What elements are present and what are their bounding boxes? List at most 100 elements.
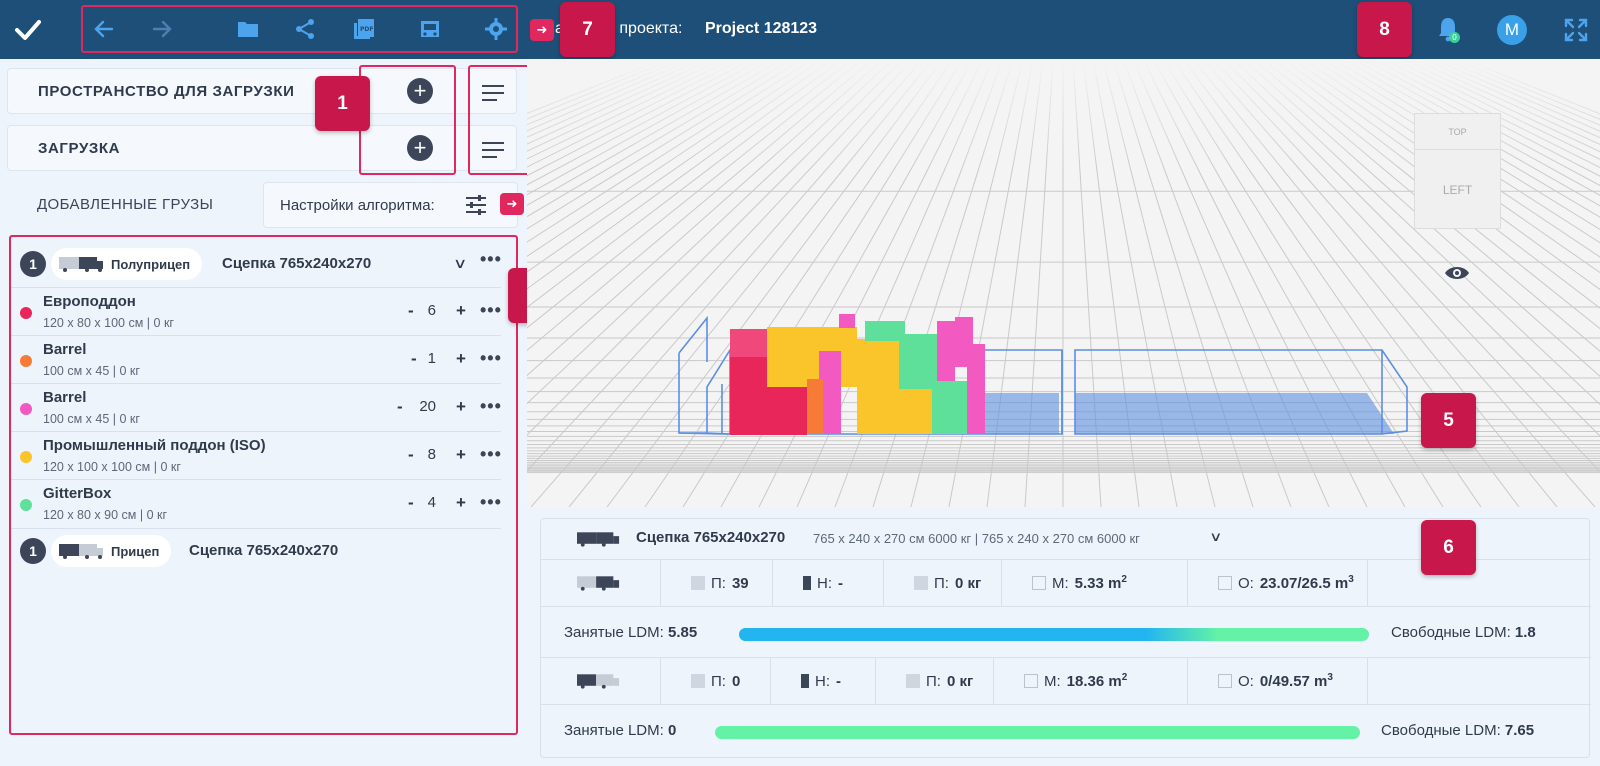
stat-stacking: Н: - <box>773 560 884 606</box>
checkmark-logo-icon[interactable] <box>14 16 42 44</box>
vehicle-count-badge: 1 <box>20 251 46 277</box>
increase-qty-button[interactable]: + <box>456 349 466 368</box>
ldm-free-label: Свободные LDM: 1.8 <box>1391 624 1536 641</box>
add-load-button[interactable]: + <box>407 135 433 161</box>
user-avatar[interactable]: M <box>1497 15 1527 45</box>
stat-stacking: Н: - <box>771 658 876 704</box>
item-qty[interactable]: 20 <box>419 398 436 415</box>
item-desc: 120 x 80 x 100 см | 0 кг <box>43 316 174 330</box>
vehicle-type-pill: Прицеп <box>51 535 172 567</box>
marker-7: 7 <box>560 2 615 57</box>
item-name: Европоддон <box>43 293 136 310</box>
stats-vehicle-dims: 765 x 240 x 270 см 6000 кг | 765 x 240 x… <box>813 531 1140 546</box>
item-name: GitterBox <box>43 485 112 502</box>
stat-weight: П: 0 кг <box>884 560 1002 606</box>
vehicle-type-label: Прицеп <box>111 543 160 559</box>
view-cube-left-face[interactable]: LEFT <box>1442 183 1473 197</box>
item-qty[interactable]: 6 <box>427 302 436 319</box>
add-buttons-highlight <box>359 65 456 175</box>
algorithm-arrow-button[interactable]: ➜ <box>500 193 524 215</box>
item-more-icon[interactable]: ••• <box>480 348 502 368</box>
trailer-truck-icon <box>59 544 103 559</box>
item-qty[interactable]: 1 <box>427 350 436 367</box>
3d-viewport[interactable] <box>527 59 1600 507</box>
top-bar: PDF ➜ азвание проекта: Project 128123 0 … <box>0 0 1600 59</box>
trailer-truck-icon <box>577 674 620 689</box>
add-loading-space-button[interactable]: + <box>407 78 433 104</box>
item-more-icon[interactable]: ••• <box>480 300 502 320</box>
item-desc: 120 x 80 x 90 см | 0 кг <box>43 508 168 522</box>
ldm-progress-bar <box>715 726 1360 739</box>
truck-rear-icon[interactable] <box>417 16 443 42</box>
decrease-qty-button[interactable]: - <box>397 397 403 416</box>
decrease-qty-button[interactable]: - <box>408 493 414 512</box>
increase-qty-button[interactable]: + <box>456 397 466 416</box>
added-cargo-list: 1 Полуприцеп Сцепка 765x240x270 ∨ ••• Ев… <box>9 235 518 735</box>
vehicle-type-label: Полуприцеп <box>111 256 191 272</box>
vehicle-more-icon[interactable]: ••• <box>480 249 502 269</box>
settings-gear-icon[interactable] <box>483 16 509 42</box>
vehicle-name: Сцепка 765x240x270 <box>222 255 372 272</box>
vehicle-type-pill: Полуприцеп <box>51 248 203 280</box>
ldm-used-label: Занятые LDM: 0 <box>564 722 677 739</box>
stack-icon <box>801 674 809 688</box>
chevron-down-icon[interactable]: ∨ <box>452 255 468 271</box>
loading-space-menu-icon[interactable] <box>482 85 504 101</box>
semitrailer-truck-icon <box>59 257 103 272</box>
decrease-qty-button[interactable]: - <box>408 445 414 464</box>
stats-header-row[interactable]: Сцепка 765x240x270 765 x 240 x 270 см 60… <box>541 519 1591 560</box>
pdf-icon[interactable]: PDF <box>351 16 377 42</box>
floor-fill <box>1075 393 1394 434</box>
item-color-dot <box>20 355 32 367</box>
item-name: Промышленный поддон (ISO) <box>43 437 266 454</box>
decrease-qty-button[interactable]: - <box>411 349 417 368</box>
stats-vehicle-name: Сцепка 765x240x270 <box>636 529 786 546</box>
load-menu-icon[interactable] <box>482 142 504 158</box>
redo-arrow-icon[interactable] <box>149 16 175 42</box>
fullscreen-icon[interactable] <box>1563 17 1589 43</box>
combination-truck-icon <box>577 532 620 547</box>
eye-visibility-icon[interactable] <box>1444 264 1470 282</box>
chevron-down-icon[interactable]: ∨ <box>1209 529 1223 544</box>
folder-icon[interactable] <box>235 16 261 42</box>
vehicle-count-badge: 1 <box>20 538 46 564</box>
notification-count-badge: 0 <box>1449 32 1460 43</box>
vehicle-name: Сцепка 765x240x270 <box>189 542 339 559</box>
stat-area: М: 5.33 m2 <box>1002 560 1188 606</box>
increase-qty-button[interactable]: + <box>456 493 466 512</box>
increase-qty-button[interactable]: + <box>456 445 466 464</box>
item-more-icon[interactable]: ••• <box>480 492 502 512</box>
item-qty[interactable]: 4 <box>427 494 436 511</box>
toolbar-highlight <box>81 5 518 53</box>
cargo-item: Промышленный поддон (ISO) 120 x 100 x 10… <box>11 431 501 479</box>
share-icon[interactable] <box>292 16 318 42</box>
stat-area: М: 18.36 m2 <box>994 658 1188 704</box>
item-name: Barrel <box>43 341 87 358</box>
project-panel-toggle-button[interactable]: ➜ <box>530 19 554 41</box>
cargo-item: GitterBox 120 x 80 x 90 см | 0 кг - 4 + … <box>11 479 501 527</box>
decrease-qty-button[interactable]: - <box>408 301 414 320</box>
area-icon <box>1032 576 1046 590</box>
svg-text:PDF: PDF <box>360 26 373 33</box>
added-cargo-label: ДОБАВЛЕННЫЕ ГРУЗЫ <box>37 196 214 213</box>
vehicle-row[interactable]: 1 Прицеп Сцепка 765x240x270 <box>11 528 501 572</box>
increase-qty-button[interactable]: + <box>456 301 466 320</box>
item-qty[interactable]: 8 <box>427 446 436 463</box>
item-desc: 100 см x 45 | 0 кг <box>43 412 140 426</box>
loaded-cargo <box>730 314 985 435</box>
algorithm-settings-button[interactable]: Настройки алгоритма: <box>263 182 518 228</box>
vehicle-row[interactable]: 1 Полуприцеп Сцепка 765x240x270 ∨ ••• <box>11 242 501 286</box>
stats-truck-cell <box>541 658 661 704</box>
view-cube[interactable]: TOP LEFT <box>1414 113 1501 229</box>
cargo-item: Barrel 100 см x 45 | 0 кг - 1 + ••• <box>11 335 501 383</box>
view-cube-top-face[interactable]: TOP <box>1415 114 1500 150</box>
floor-fill <box>982 393 1059 434</box>
undo-arrow-icon[interactable] <box>91 16 117 42</box>
stat-volume: О: 0/49.57 m3 <box>1188 658 1368 704</box>
ldm-used-label: Занятые LDM: 5.85 <box>564 624 698 641</box>
stat-weight: П: 0 кг <box>876 658 994 704</box>
item-color-dot <box>20 499 32 511</box>
project-name-value[interactable]: Project 128123 <box>705 20 818 37</box>
item-more-icon[interactable]: ••• <box>480 444 502 464</box>
item-more-icon[interactable]: ••• <box>480 396 502 416</box>
